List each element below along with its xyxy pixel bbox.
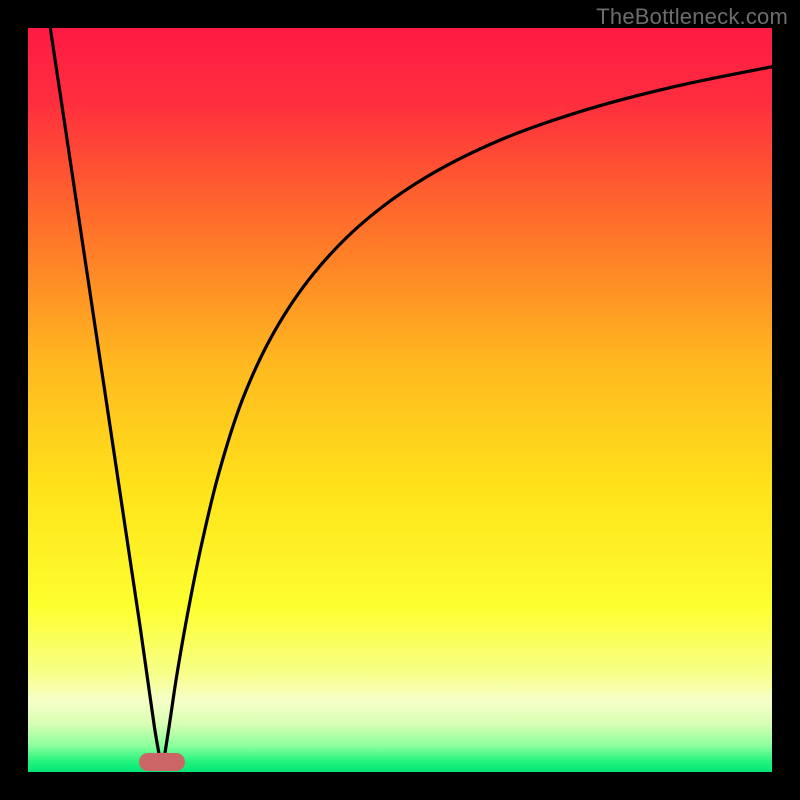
chart-stage: TheBottleneck.com xyxy=(0,0,800,800)
bottleneck-curve xyxy=(28,28,772,772)
optimal-marker xyxy=(139,753,185,771)
plot-area xyxy=(28,28,772,772)
watermark-text: TheBottleneck.com xyxy=(596,4,788,30)
